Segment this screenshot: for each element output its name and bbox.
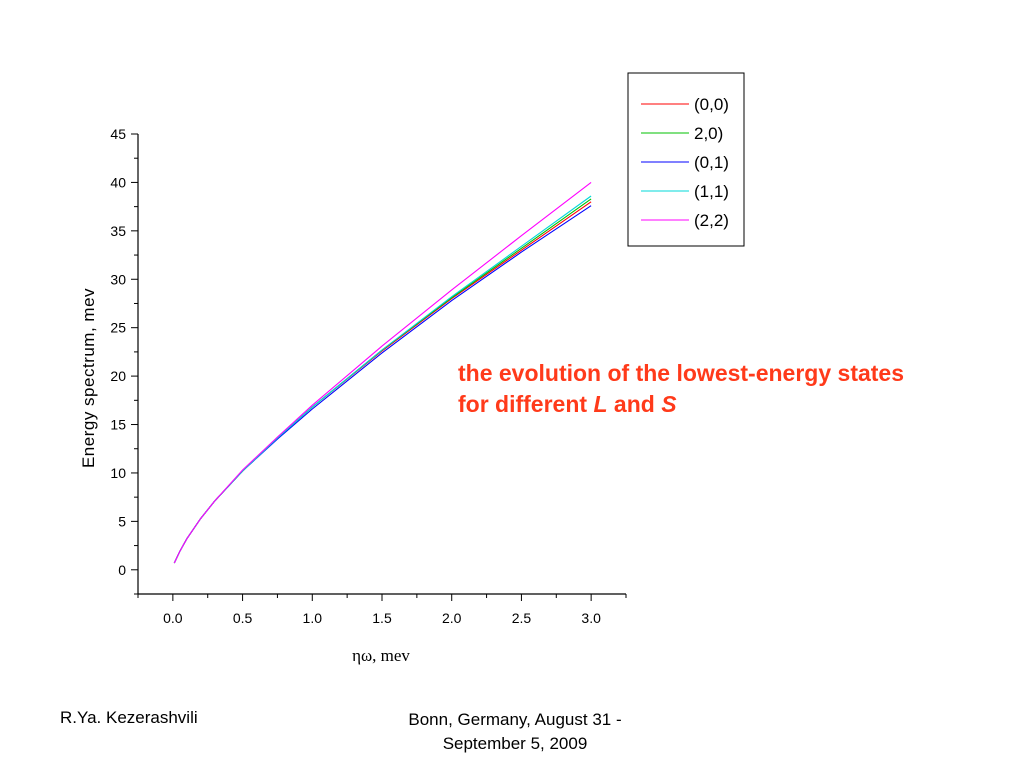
- footer-venue-line-2: September 5, 2009: [442, 734, 588, 753]
- footer-venue-line-1: Bonn, Germany, August 31 -: [408, 710, 622, 729]
- y-tick-label: 30: [110, 271, 126, 287]
- x-tick-label: 1.0: [303, 610, 323, 626]
- series-line: [173, 181, 592, 564]
- y-tick-label: 40: [110, 174, 126, 190]
- legend-label: 2,0): [694, 124, 723, 143]
- x-tick-label: 2.5: [512, 610, 532, 626]
- annotation-line-1: the evolution of the lowest-energy state…: [458, 360, 905, 386]
- y-tick-label: 5: [118, 513, 126, 529]
- y-tick-label: 35: [110, 223, 126, 239]
- chart-series: [173, 181, 592, 564]
- legend-label: (1,1): [694, 182, 729, 201]
- annotation-var-l: L: [593, 391, 608, 417]
- legend-label: (0,0): [694, 95, 729, 114]
- y-tick-label: 0: [118, 562, 126, 578]
- annotation-conj: and: [607, 391, 662, 417]
- x-tick-label: 0.5: [233, 610, 253, 626]
- chart-legend: (0,0) 2,0) (0,1) (1,1) (2,2): [627, 72, 745, 247]
- x-axis-label: ηω, mev: [352, 646, 410, 665]
- annotation-line-2: for different L and S: [458, 389, 1024, 420]
- annotation-prefix: for different: [458, 391, 594, 417]
- legend-box: [627, 72, 745, 247]
- chart-annotation: the evolution of the lowest-energy state…: [458, 358, 1024, 420]
- x-tick-label: 2.0: [442, 610, 462, 626]
- y-tick-label: 15: [110, 417, 126, 433]
- chart-ticks: 0 5 10 15 20 25 30 35 40 45 0.0 0.5 1.0 1.5 2.0 2.5 3.0: [110, 126, 627, 626]
- x-tick-label: 3.0: [581, 610, 601, 626]
- y-tick-label: 25: [110, 320, 126, 336]
- y-tick-label: 20: [110, 368, 126, 384]
- y-tick-label: 45: [110, 126, 126, 142]
- legend-label: (0,1): [694, 153, 729, 172]
- footer-venue: Bonn, Germany, August 31 - September 5, …: [370, 708, 660, 756]
- legend-label: (2,2): [694, 211, 729, 230]
- x-tick-label: 1.5: [372, 610, 392, 626]
- x-tick-label: 0.0: [163, 610, 183, 626]
- y-tick-label: 10: [110, 465, 126, 481]
- y-axis-label: Energy spectrum, mev: [79, 288, 98, 468]
- annotation-var-s: S: [661, 391, 677, 417]
- footer-author: R.Ya. Kezerashvili: [60, 708, 198, 727]
